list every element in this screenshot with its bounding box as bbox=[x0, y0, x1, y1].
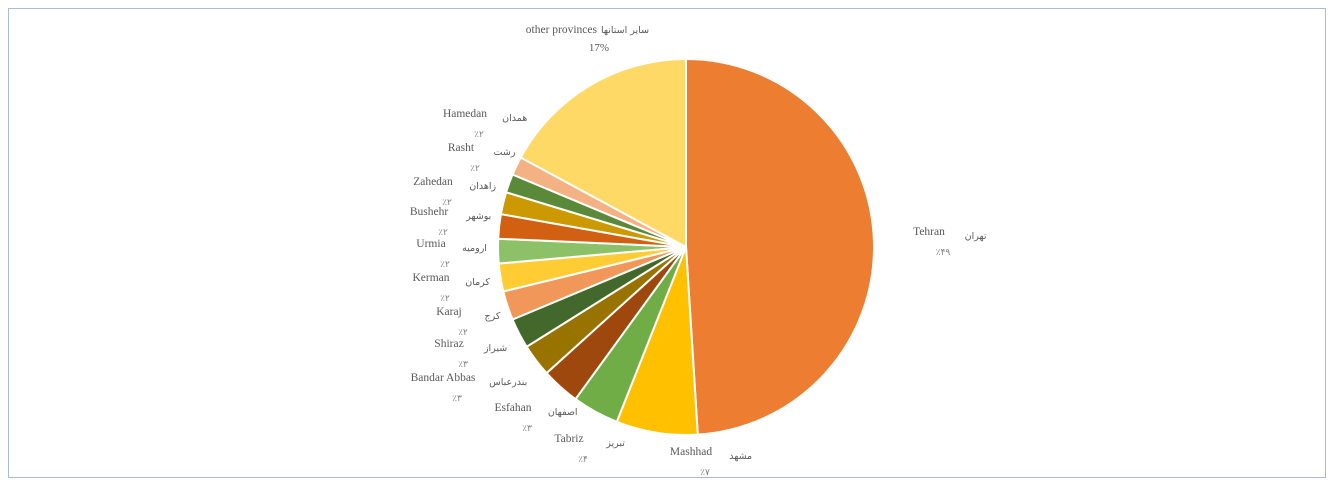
slice-label-en: Zahedan bbox=[413, 176, 453, 188]
slice-label-bushehr: Bushehr بوشهر ٪۲ bbox=[410, 206, 491, 238]
slice-label-pct: ٪۳ bbox=[452, 394, 462, 404]
slice-label-en: Rasht bbox=[448, 142, 475, 154]
slice-label-en: Bandar Abbas bbox=[411, 372, 476, 384]
slice-label-en: Tehran bbox=[913, 226, 945, 238]
slice-label-pct: ٪۲ bbox=[458, 328, 468, 338]
slice-label-other-provinces: other provinces سایر استانها 17% bbox=[526, 24, 649, 54]
slice-label-fa: رشت bbox=[494, 147, 516, 158]
slice-label-pct: ٪۷ bbox=[700, 468, 710, 478]
slice-label-bandar-abbas: Bandar Abbas بندرعباس ٪۳ bbox=[411, 372, 528, 404]
slice-label-fa: اصفهان bbox=[548, 407, 578, 418]
slice-label-en: Esfahan bbox=[494, 402, 531, 414]
slice-label-pct: ٪۲ bbox=[440, 260, 450, 270]
slice-label-pct: ٪۲ bbox=[438, 228, 448, 238]
slice-label-fa: تهران bbox=[965, 231, 987, 242]
slice-label-mashhad: Mashhad مشهد ٪۷ bbox=[670, 446, 752, 478]
slice-label-fa: کرج bbox=[485, 311, 501, 322]
slice-label-tabriz: Tabriz تبریز ٪۴ bbox=[554, 433, 625, 465]
slice-label-en: Kerman bbox=[412, 272, 449, 284]
slice-label-rasht: Rasht رشت ٪۲ bbox=[448, 142, 516, 174]
slice-label-fa: ارومیه bbox=[462, 243, 487, 254]
slice-label-pct: ٪۳ bbox=[458, 360, 468, 370]
pie-slices bbox=[497, 57, 876, 436]
slice-label-en: other provinces bbox=[526, 24, 598, 36]
slice-label-fa: بندرعباس bbox=[489, 377, 527, 388]
slice-label-pct: ٪۲ bbox=[440, 294, 450, 304]
pie-slice-other-provinces bbox=[519, 57, 687, 249]
slice-label-pct: ٪۴ bbox=[578, 455, 588, 465]
slice-label-fa: مشهد bbox=[729, 451, 752, 462]
slice-label-fa: بوشهر bbox=[465, 211, 491, 222]
slice-label-en: Urmia bbox=[416, 238, 445, 250]
slice-label-en: Karaj bbox=[436, 306, 462, 318]
slice-label-fa: تبریز bbox=[605, 438, 625, 449]
slice-label-fa: شیراز bbox=[483, 343, 507, 354]
slice-label-en: Tabriz bbox=[554, 433, 583, 445]
slice-label-en: Shiraz bbox=[434, 338, 463, 350]
slice-label-karaj: Karaj کرج ٪۲ bbox=[436, 306, 501, 338]
pie-slice-tehran bbox=[685, 57, 876, 436]
slice-label-pct: 17% bbox=[589, 42, 609, 54]
pie-chart: Tehran تهران ٪۴۹ Mashhad مشهد ٪۷ Tabriz تبریز ٪۴… bbox=[410, 24, 987, 478]
slice-label-pct: ٪۴۹ bbox=[936, 248, 951, 258]
slice-label-urmia: Urmia ارومیه ٪۲ bbox=[416, 238, 487, 270]
slice-label-hamedan: Hamedan همدان ٪۲ bbox=[443, 108, 527, 140]
slice-label-pct: ٪۲ bbox=[470, 164, 480, 174]
slice-label-pct: ٪۳ bbox=[522, 424, 532, 434]
slice-label-shiraz: Shiraz شیراز ٪۳ bbox=[434, 338, 507, 370]
slice-label-tehran: Tehran تهران ٪۴۹ bbox=[913, 226, 987, 258]
chart-frame: Tehran تهران ٪۴۹ Mashhad مشهد ٪۷ Tabriz تبریز ٪۴… bbox=[8, 8, 1326, 478]
slice-label-fa: کرمان bbox=[465, 277, 490, 288]
slice-label-fa: زاهدان bbox=[469, 181, 496, 192]
slice-label-en: Mashhad bbox=[670, 446, 712, 458]
slice-label-fa: سایر استانها bbox=[601, 25, 649, 36]
slice-label-kerman: Kerman کرمان ٪۲ bbox=[412, 272, 490, 304]
slice-label-fa: همدان bbox=[502, 113, 527, 124]
slice-label-en: Bushehr bbox=[410, 206, 449, 218]
slice-label-pct: ٪۲ bbox=[442, 198, 452, 208]
slice-label-esfahan: Esfahan اصفهان ٪۳ bbox=[494, 402, 577, 434]
slice-label-en: Hamedan bbox=[443, 108, 487, 120]
slice-label-zahedan: Zahedan زاهدان ٪۲ bbox=[413, 176, 496, 208]
pie-labels: Tehran تهران ٪۴۹ Mashhad مشهد ٪۷ Tabriz تبریز ٪۴… bbox=[410, 24, 987, 478]
slice-label-pct: ٪۲ bbox=[474, 130, 484, 140]
